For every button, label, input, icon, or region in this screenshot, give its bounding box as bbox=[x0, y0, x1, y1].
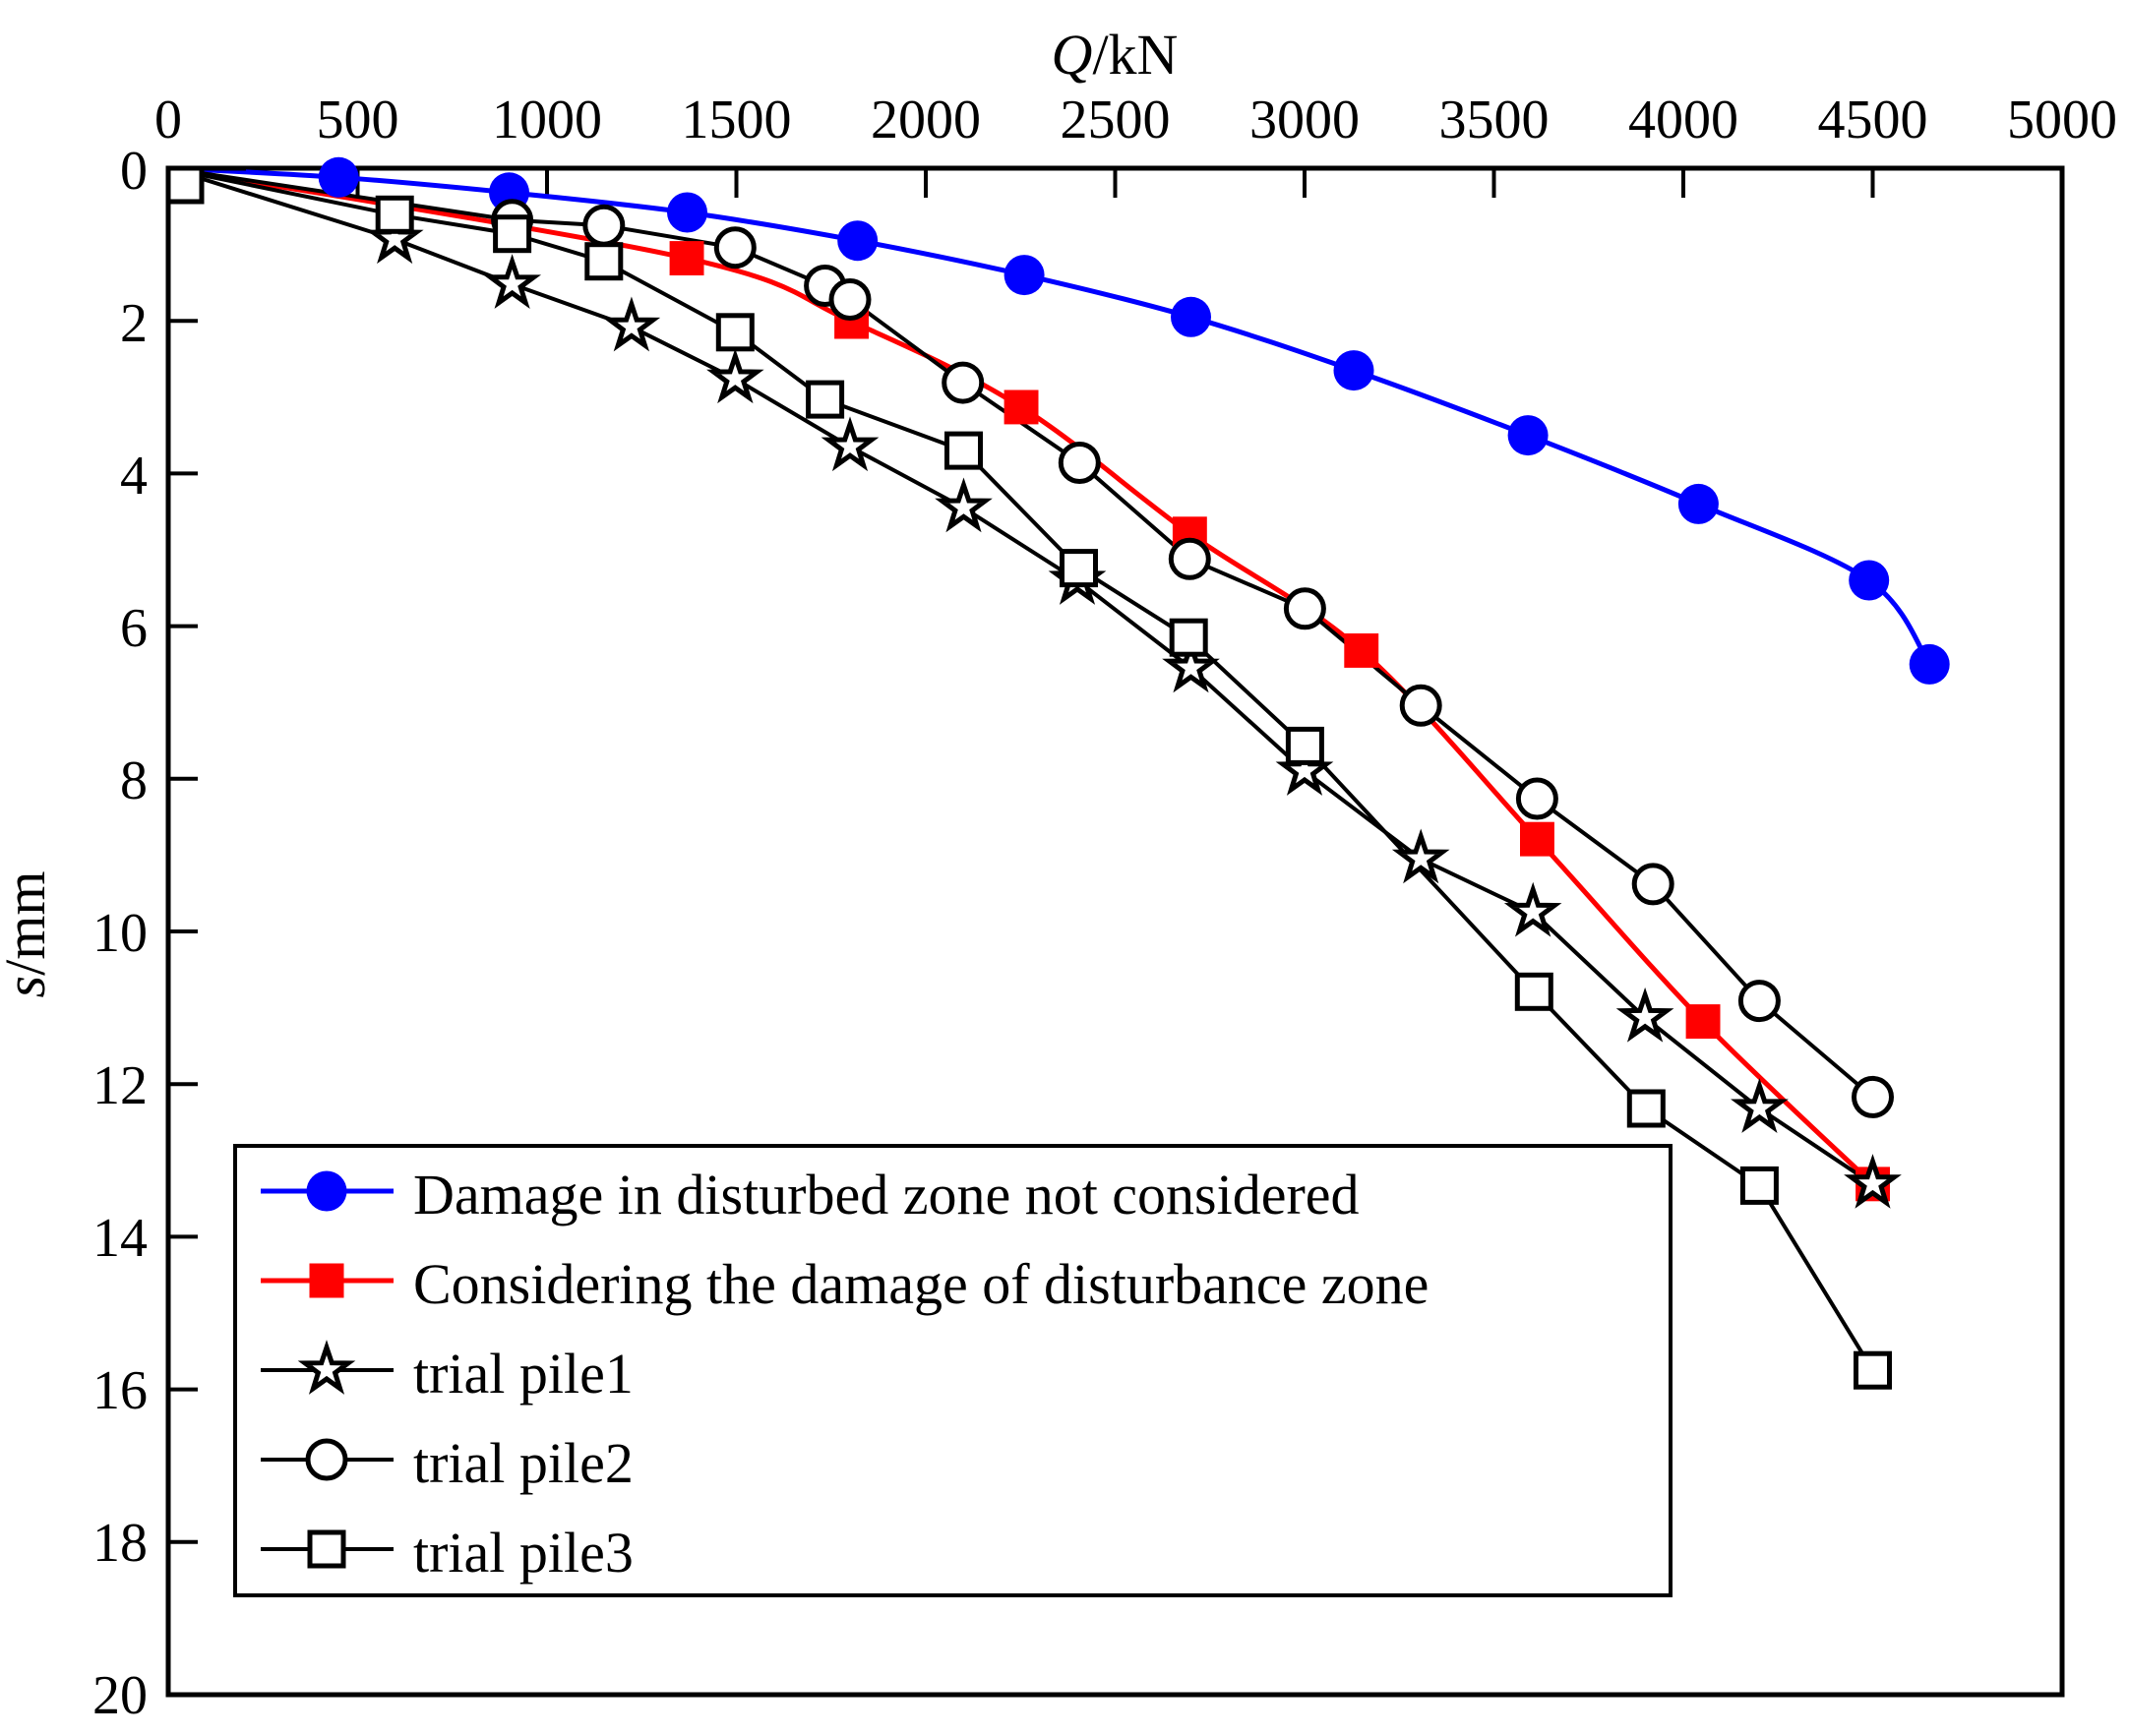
svg-text:1000: 1000 bbox=[492, 90, 602, 150]
svg-text:3500: 3500 bbox=[1439, 90, 1550, 150]
svg-text:20: 20 bbox=[92, 1665, 148, 1726]
svg-text:4500: 4500 bbox=[1818, 90, 1928, 150]
svg-text:10: 10 bbox=[92, 903, 148, 964]
svg-text:Damage in disturbed zone not c: Damage in disturbed zone not considered bbox=[413, 1163, 1360, 1227]
svg-text:18: 18 bbox=[92, 1513, 148, 1574]
svg-text:12: 12 bbox=[92, 1055, 148, 1116]
svg-text:4: 4 bbox=[120, 446, 148, 507]
svg-text:5000: 5000 bbox=[2007, 90, 2117, 150]
svg-text:2000: 2000 bbox=[871, 90, 981, 150]
svg-text:trial pile2: trial pile2 bbox=[413, 1431, 634, 1495]
svg-text:8: 8 bbox=[120, 750, 148, 811]
svg-text:2: 2 bbox=[120, 293, 148, 354]
svg-text:6: 6 bbox=[120, 598, 148, 659]
svg-text:4000: 4000 bbox=[1628, 90, 1738, 150]
svg-text:trial pile1: trial pile1 bbox=[413, 1342, 634, 1406]
svg-text:500: 500 bbox=[317, 90, 399, 150]
svg-text:Q/kN: Q/kN bbox=[1052, 23, 1179, 87]
svg-text:0: 0 bbox=[120, 141, 148, 202]
svg-text:1500: 1500 bbox=[682, 90, 792, 150]
svg-text:0: 0 bbox=[154, 90, 182, 150]
svg-text:s/mm: s/mm bbox=[0, 871, 57, 998]
svg-text:16: 16 bbox=[92, 1360, 148, 1421]
svg-text:3000: 3000 bbox=[1249, 90, 1360, 150]
svg-text:Considering the damage of dist: Considering the damage of disturbance zo… bbox=[413, 1252, 1429, 1316]
svg-text:2500: 2500 bbox=[1061, 90, 1171, 150]
svg-text:14: 14 bbox=[92, 1208, 148, 1269]
svg-text:trial pile3: trial pile3 bbox=[413, 1521, 634, 1585]
